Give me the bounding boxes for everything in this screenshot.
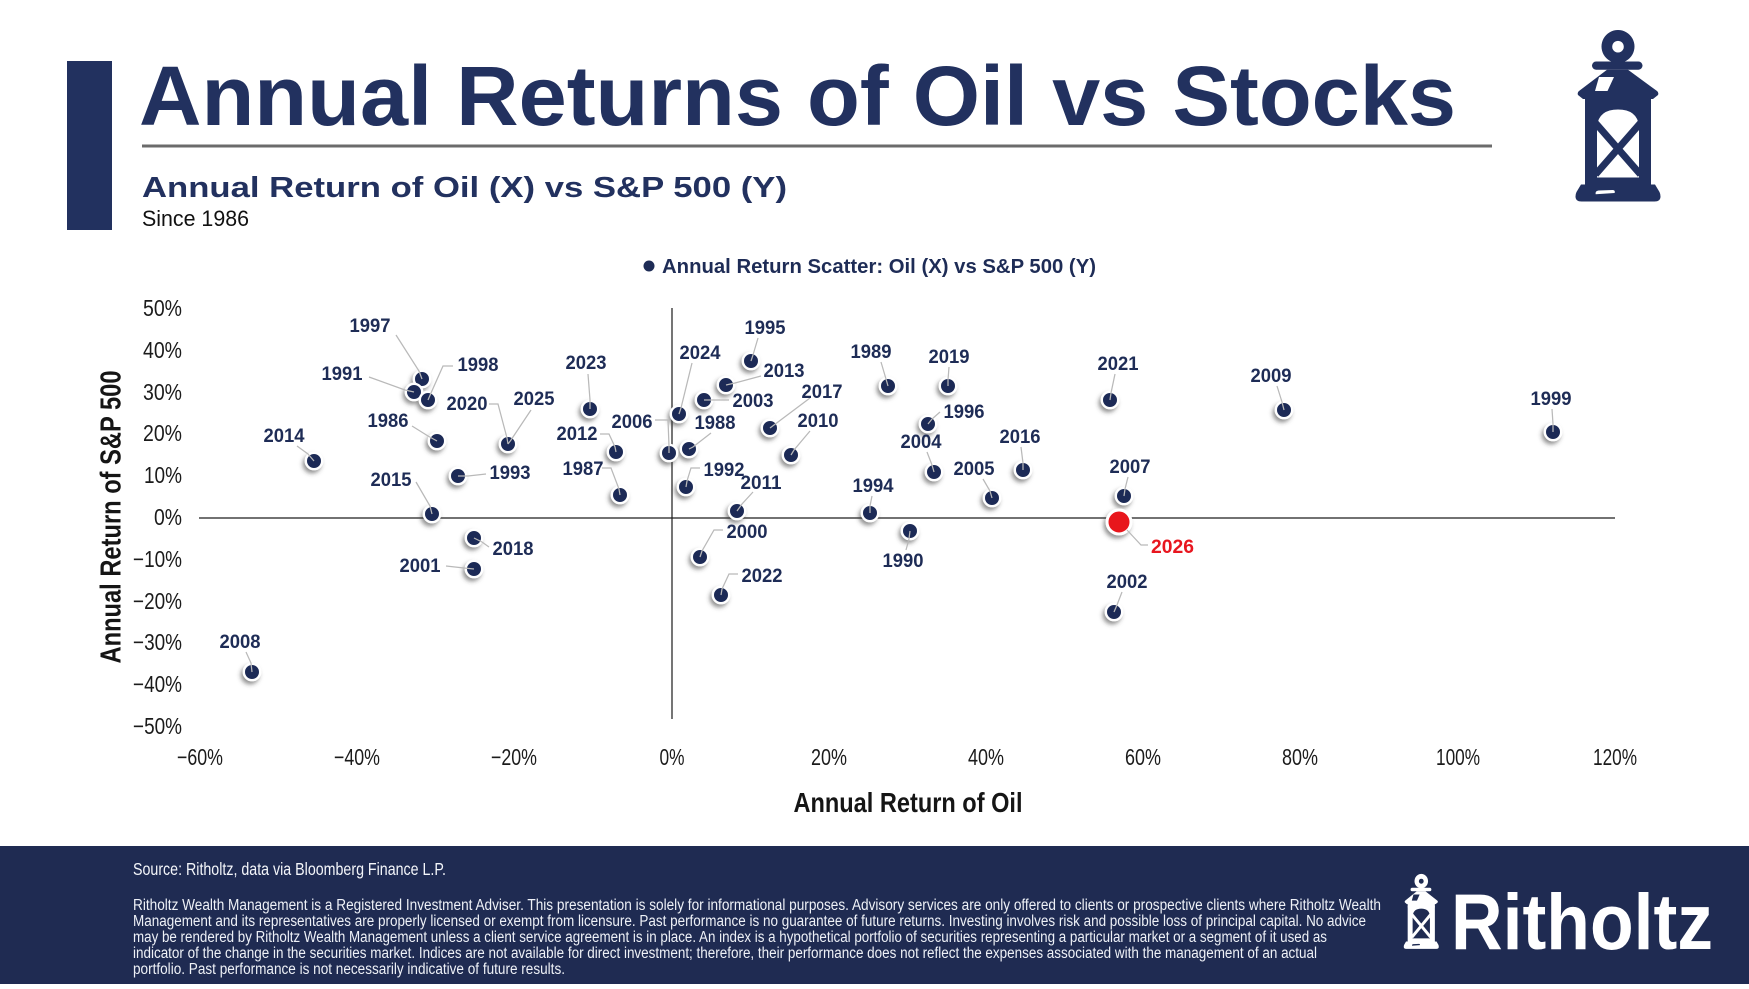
svg-text:Annual Returns of Oil vs Stock: Annual Returns of Oil vs Stocks bbox=[139, 49, 1456, 143]
svg-text:40%: 40% bbox=[968, 744, 1004, 770]
svg-text:−30%: −30% bbox=[133, 629, 182, 655]
svg-text:1998: 1998 bbox=[458, 355, 499, 376]
svg-text:−10%: −10% bbox=[133, 546, 182, 572]
svg-text:0%: 0% bbox=[154, 504, 182, 530]
svg-text:2025: 2025 bbox=[514, 389, 555, 410]
svg-text:1993: 1993 bbox=[490, 463, 531, 484]
svg-text:Management and its representat: Management and its representatives are p… bbox=[133, 913, 1366, 930]
svg-text:2012: 2012 bbox=[557, 424, 598, 445]
svg-text:2020: 2020 bbox=[447, 394, 488, 415]
svg-text:may be rendered by Ritholtz We: may be rendered by Ritholtz Wealth Manag… bbox=[133, 929, 1327, 946]
svg-text:1999: 1999 bbox=[1531, 389, 1572, 410]
svg-text:Annual Return of Oil (X) vs S&: Annual Return of Oil (X) vs S&P 500 (Y) bbox=[142, 172, 787, 204]
svg-text:portfolio. Past performance is: portfolio. Past performance is not neces… bbox=[133, 961, 565, 978]
svg-text:−60%: −60% bbox=[177, 744, 223, 770]
svg-text:10%: 10% bbox=[144, 462, 182, 488]
svg-text:1988: 1988 bbox=[695, 413, 736, 434]
svg-text:Ritholtz: Ritholtz bbox=[1451, 877, 1713, 966]
svg-text:2009: 2009 bbox=[1251, 366, 1292, 387]
svg-text:1990: 1990 bbox=[883, 551, 924, 572]
svg-text:indicator of the change in the: indicator of the change in the securitie… bbox=[133, 945, 1317, 962]
svg-text:50%: 50% bbox=[143, 295, 182, 321]
svg-text:2026: 2026 bbox=[1151, 537, 1194, 558]
svg-text:2019: 2019 bbox=[929, 347, 970, 368]
svg-text:−20%: −20% bbox=[133, 588, 182, 614]
svg-text:−40%: −40% bbox=[133, 671, 182, 697]
svg-text:100%: 100% bbox=[1436, 744, 1480, 770]
svg-text:60%: 60% bbox=[1125, 744, 1161, 770]
svg-text:2001: 2001 bbox=[400, 556, 441, 577]
svg-text:Annual Return Scatter: Oil (X): Annual Return Scatter: Oil (X) vs S&P 50… bbox=[662, 255, 1096, 278]
svg-text:2018: 2018 bbox=[493, 539, 534, 560]
svg-text:2006: 2006 bbox=[612, 412, 653, 433]
svg-text:Annual Return of S&P 500: Annual Return of S&P 500 bbox=[96, 371, 128, 664]
svg-text:2010: 2010 bbox=[798, 411, 839, 432]
svg-text:2011: 2011 bbox=[741, 473, 782, 494]
svg-text:2007: 2007 bbox=[1110, 457, 1151, 478]
svg-text:2014: 2014 bbox=[264, 426, 305, 447]
svg-text:1991: 1991 bbox=[322, 364, 363, 385]
svg-text:2005: 2005 bbox=[954, 459, 995, 480]
svg-text:2017: 2017 bbox=[802, 382, 843, 403]
svg-text:Source: Ritholtz, data via Blo: Source: Ritholtz, data via Bloomberg Fin… bbox=[133, 859, 446, 879]
svg-text:20%: 20% bbox=[811, 744, 847, 770]
svg-text:Ritholtz Wealth Management is: Ritholtz Wealth Management is a Register… bbox=[133, 897, 1381, 914]
svg-text:40%: 40% bbox=[143, 337, 182, 363]
svg-text:−50%: −50% bbox=[133, 713, 182, 739]
svg-text:1996: 1996 bbox=[944, 402, 985, 423]
svg-text:1995: 1995 bbox=[745, 318, 786, 339]
svg-text:2003: 2003 bbox=[733, 391, 774, 412]
svg-text:1989: 1989 bbox=[851, 342, 892, 363]
svg-text:20%: 20% bbox=[143, 420, 182, 446]
svg-text:2000: 2000 bbox=[727, 522, 768, 543]
svg-text:1992: 1992 bbox=[704, 460, 745, 481]
svg-text:2023: 2023 bbox=[566, 353, 607, 374]
svg-text:2022: 2022 bbox=[742, 566, 783, 587]
svg-text:1994: 1994 bbox=[853, 476, 894, 497]
svg-text:−20%: −20% bbox=[491, 744, 537, 770]
svg-text:0%: 0% bbox=[660, 744, 685, 770]
svg-text:−40%: −40% bbox=[334, 744, 380, 770]
svg-text:1986: 1986 bbox=[368, 411, 409, 432]
svg-text:2008: 2008 bbox=[220, 632, 261, 653]
svg-text:1987: 1987 bbox=[563, 459, 604, 480]
svg-text:30%: 30% bbox=[143, 379, 182, 405]
svg-text:2024: 2024 bbox=[680, 343, 721, 364]
svg-text:2015: 2015 bbox=[371, 470, 412, 491]
svg-text:2002: 2002 bbox=[1107, 572, 1148, 593]
svg-text:Since 1986: Since 1986 bbox=[142, 206, 249, 231]
svg-text:120%: 120% bbox=[1593, 744, 1637, 770]
svg-text:2016: 2016 bbox=[1000, 427, 1041, 448]
svg-text:1997: 1997 bbox=[350, 316, 391, 337]
svg-text:80%: 80% bbox=[1282, 744, 1318, 770]
svg-text:2004: 2004 bbox=[901, 432, 942, 453]
svg-text:2021: 2021 bbox=[1098, 354, 1139, 375]
svg-text:Annual Return of Oil: Annual Return of Oil bbox=[794, 787, 1023, 818]
svg-text:2013: 2013 bbox=[764, 361, 805, 382]
